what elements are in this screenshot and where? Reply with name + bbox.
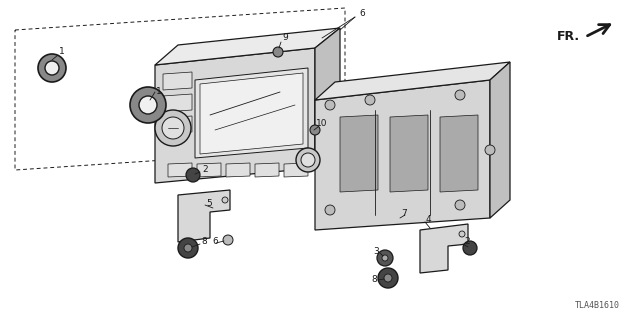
Polygon shape xyxy=(440,115,478,192)
Polygon shape xyxy=(163,94,192,112)
Polygon shape xyxy=(490,62,510,218)
Text: 8: 8 xyxy=(201,237,207,246)
Text: FR.: FR. xyxy=(557,30,580,44)
Circle shape xyxy=(222,197,228,203)
Text: 6: 6 xyxy=(212,236,218,245)
Circle shape xyxy=(296,148,320,172)
Polygon shape xyxy=(315,62,510,100)
Text: TLA4B1610: TLA4B1610 xyxy=(575,301,620,310)
Polygon shape xyxy=(168,163,192,177)
Circle shape xyxy=(186,168,200,182)
Polygon shape xyxy=(155,28,340,65)
Text: 2: 2 xyxy=(202,165,208,174)
Polygon shape xyxy=(155,48,315,183)
Polygon shape xyxy=(315,28,340,168)
Circle shape xyxy=(384,274,392,282)
Polygon shape xyxy=(420,224,468,273)
Text: 1: 1 xyxy=(156,87,162,97)
Circle shape xyxy=(130,87,166,123)
Circle shape xyxy=(365,95,375,105)
Circle shape xyxy=(382,255,388,261)
Polygon shape xyxy=(195,68,308,158)
Circle shape xyxy=(162,117,184,139)
Text: 9: 9 xyxy=(282,34,288,43)
Circle shape xyxy=(459,231,465,237)
Circle shape xyxy=(45,61,59,75)
Polygon shape xyxy=(200,73,303,154)
Circle shape xyxy=(378,268,398,288)
Polygon shape xyxy=(315,80,490,230)
Text: 8: 8 xyxy=(371,276,377,284)
Text: 4: 4 xyxy=(425,214,431,223)
Text: 10: 10 xyxy=(316,119,328,129)
Text: 5: 5 xyxy=(206,198,212,207)
Circle shape xyxy=(325,100,335,110)
Circle shape xyxy=(485,145,495,155)
Circle shape xyxy=(139,96,157,114)
Circle shape xyxy=(38,54,66,82)
Polygon shape xyxy=(163,116,192,134)
Polygon shape xyxy=(255,163,279,177)
Circle shape xyxy=(310,125,320,135)
Circle shape xyxy=(223,235,233,245)
Circle shape xyxy=(273,47,283,57)
Circle shape xyxy=(455,90,465,100)
Polygon shape xyxy=(163,72,192,90)
Circle shape xyxy=(377,250,393,266)
Text: 2: 2 xyxy=(464,236,470,245)
Polygon shape xyxy=(226,163,250,177)
Circle shape xyxy=(155,110,191,146)
Polygon shape xyxy=(178,190,230,242)
Text: 6: 6 xyxy=(359,10,365,19)
Text: 3: 3 xyxy=(373,246,379,255)
Circle shape xyxy=(463,241,477,255)
Circle shape xyxy=(455,200,465,210)
Circle shape xyxy=(301,153,315,167)
Text: 7: 7 xyxy=(401,210,407,219)
Text: 1: 1 xyxy=(59,47,65,57)
Polygon shape xyxy=(340,115,378,192)
Polygon shape xyxy=(390,115,428,192)
Circle shape xyxy=(325,205,335,215)
Circle shape xyxy=(184,244,192,252)
Polygon shape xyxy=(197,163,221,177)
Polygon shape xyxy=(284,163,308,177)
Circle shape xyxy=(178,238,198,258)
